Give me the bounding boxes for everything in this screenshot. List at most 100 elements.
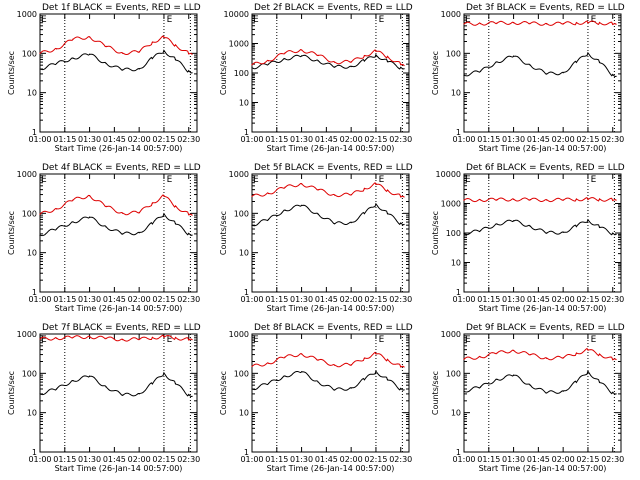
series-point-events (403, 389, 405, 391)
series-point-events (546, 392, 548, 394)
series-point-lld (598, 22, 601, 24)
series-point-lld (122, 52, 124, 54)
x-tick-label: 01:30 (78, 135, 101, 144)
y-tick-label: 10000 (224, 10, 249, 19)
x-tick-label: 02:30 (389, 295, 412, 304)
y-tick-label: 100 (234, 69, 249, 78)
flare-marker: E (167, 175, 173, 185)
series-point-lld (363, 188, 365, 190)
series-point-lld (575, 352, 577, 355)
x-tick-label: 01:45 (527, 455, 550, 464)
x-axis-label: Start Time (26-Jan-14 00:57:00) (267, 144, 395, 153)
flare-marker: E (465, 175, 471, 185)
y-tick-label: 10000 (436, 170, 461, 179)
series-point-lld (284, 186, 286, 188)
series-point-events (363, 378, 365, 381)
series-point-lld (615, 23, 617, 25)
series-point-events (598, 226, 601, 228)
series-point-events (300, 371, 303, 373)
series-point-lld (463, 358, 465, 360)
x-tick-label: 01:45 (527, 295, 550, 304)
series-point-lld (496, 352, 498, 354)
x-tick-label: 01:30 (78, 295, 101, 304)
series-point-lld (317, 54, 319, 56)
series-point-lld (375, 50, 377, 52)
series-point-events (251, 67, 253, 69)
y-tick-label: 1 (32, 128, 37, 137)
x-axis-label: Start Time (26-Jan-14 00:57:00) (479, 464, 607, 473)
series-point-lld (122, 212, 124, 214)
series-point-lld (587, 349, 589, 351)
x-tick-label: 01:00 (240, 135, 263, 144)
x-tick-label: 01:00 (28, 455, 51, 464)
series-point-lld (267, 362, 270, 364)
flare-marker: E (379, 175, 385, 185)
x-axis-label: Start Time (26-Jan-14 00:57:00) (267, 304, 395, 313)
series-point-events (174, 58, 177, 61)
series-point-events (191, 395, 193, 397)
series-point-events (191, 234, 193, 236)
x-tick-label: 01:00 (452, 295, 475, 304)
x-tick-label: 01:30 (290, 295, 313, 304)
series-line-events (251, 202, 405, 227)
series-point-events (386, 212, 389, 214)
series-point-lld (191, 53, 193, 55)
series-point-events (138, 393, 140, 395)
y-tick-label: 1 (456, 448, 461, 457)
series-point-lld (191, 214, 193, 216)
flare-marker: E (591, 335, 597, 345)
series-point-lld (612, 23, 614, 25)
y-tick-label: 1 (456, 128, 461, 137)
series-point-events (163, 50, 165, 52)
series-point-lld (575, 22, 577, 24)
x-tick-label: 02:30 (389, 455, 412, 464)
series-point-events (350, 222, 352, 224)
series-point-lld (55, 208, 58, 210)
series-point-lld (546, 357, 548, 359)
y-axis-label: Counts/sec (431, 211, 440, 255)
series-point-lld (317, 359, 319, 361)
series-point-lld (400, 63, 402, 65)
series-point-lld (350, 364, 352, 366)
series-point-lld (529, 353, 531, 356)
x-tick-label: 01:30 (78, 455, 101, 464)
flare-marker: E (379, 15, 385, 25)
y-tick-label: 10 (239, 249, 249, 258)
series-point-events (512, 374, 515, 376)
series-point-lld (39, 338, 41, 340)
series-point-events (39, 68, 41, 70)
x-tick-label: 02:30 (601, 455, 624, 464)
series-point-events (122, 69, 124, 71)
series-point-events (39, 234, 41, 236)
series-point-events (122, 394, 124, 396)
y-axis-label: Counts/sec (7, 211, 16, 255)
series-line-events (463, 51, 617, 78)
series-point-lld (463, 199, 465, 201)
series-point-events (138, 232, 140, 234)
y-tick-label: 1000 (441, 200, 461, 209)
x-tick-label: 02:30 (177, 135, 200, 144)
series-point-lld (163, 195, 165, 197)
series-point-events (496, 61, 498, 63)
x-tick-label: 02:30 (177, 295, 200, 304)
series-point-lld (72, 336, 74, 338)
x-tick-label: 01:45 (315, 135, 338, 144)
series-point-lld (512, 22, 515, 24)
series-point-lld (546, 23, 548, 25)
series-point-events (267, 63, 270, 65)
x-tick-label: 01:15 (477, 295, 500, 304)
y-tick-label: 100 (446, 369, 461, 378)
series-point-lld (496, 22, 498, 24)
flare-marker: E (591, 175, 597, 185)
y-axis-label: Counts/sec (431, 51, 440, 95)
series-point-events (546, 232, 548, 234)
x-tick-label: 01:00 (240, 295, 263, 304)
series-point-lld (138, 211, 140, 214)
series-line-events (463, 370, 617, 395)
y-tick-label: 1 (32, 448, 37, 457)
series-point-lld (512, 349, 515, 352)
series-point-lld (479, 199, 482, 201)
series-point-lld (529, 199, 531, 201)
x-tick-label: 02:00 (340, 455, 363, 464)
